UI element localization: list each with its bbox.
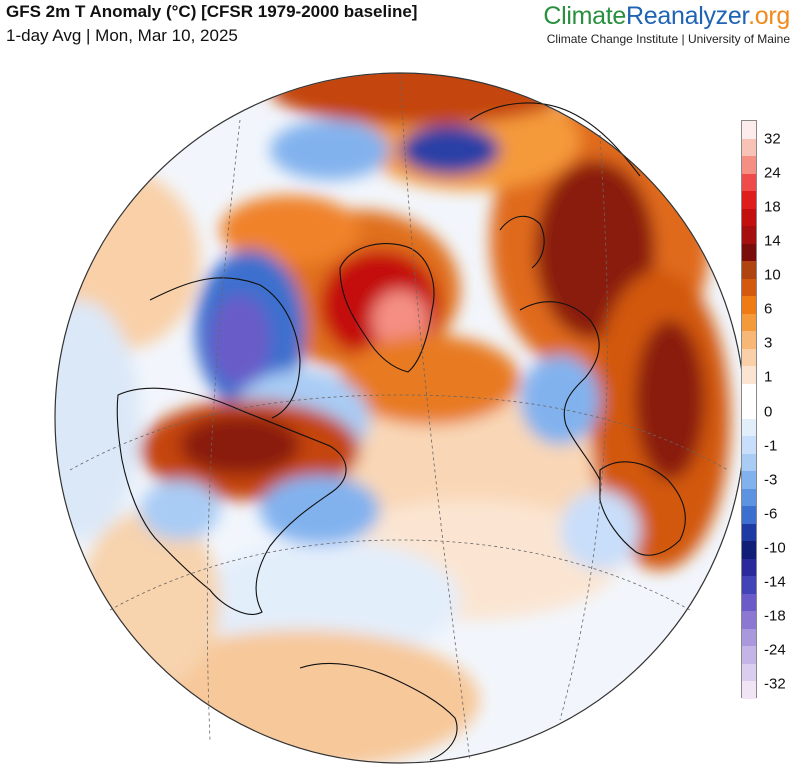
legend-label: -1	[764, 437, 778, 455]
legend-swatch	[742, 663, 756, 682]
legend-swatch	[742, 313, 756, 332]
legend-label: 32	[764, 130, 781, 148]
color-legend	[741, 120, 757, 700]
brand-name-part1: Climate	[543, 2, 627, 30]
legend-label: -10	[764, 539, 786, 557]
legend-swatch	[742, 191, 756, 210]
south-america-outline	[299, 662, 458, 761]
europe-outline	[519, 301, 601, 481]
legend-swatch	[742, 418, 756, 437]
legend-label: 14	[764, 232, 781, 250]
legend-swatch	[742, 593, 756, 612]
legend-swatch	[742, 366, 756, 385]
legend-label: -14	[764, 573, 786, 591]
brand-name-part2: Reanalyzer	[626, 2, 749, 30]
legend-swatch	[742, 471, 756, 490]
legend-swatch	[742, 278, 756, 297]
legend-swatch	[742, 173, 756, 192]
legend-swatch	[742, 296, 756, 315]
legend-swatch	[742, 121, 756, 139]
scandinavia-outline	[499, 215, 545, 269]
canada-arctic-outline	[149, 277, 301, 419]
legend-swatch	[742, 261, 756, 280]
graticule	[69, 74, 729, 761]
legend-swatch	[742, 226, 756, 245]
legend-label: -24	[764, 641, 786, 659]
map-title: GFS 2m T Anomaly (°C) [CFSR 1979-2000 ba…	[6, 2, 418, 21]
legend-label: -32	[764, 675, 786, 693]
legend-swatch	[742, 681, 756, 700]
legend-swatch	[742, 523, 756, 542]
legend-label: -6	[764, 505, 778, 523]
legend-label: -3	[764, 471, 778, 489]
brand-subtitle: Climate Change Institute | University of…	[546, 32, 790, 46]
legend-label: 1	[764, 368, 773, 386]
legend-label: 18	[764, 198, 781, 216]
legend-swatch	[742, 401, 756, 420]
legend-swatch	[742, 383, 756, 402]
legend-label: 3	[764, 334, 773, 352]
north-america-outline	[116, 387, 347, 615]
map-subtitle: 1-day Avg | Mon, Mar 10, 2025	[6, 26, 238, 45]
brand-name-part3: .org	[748, 2, 790, 30]
legend-swatch	[742, 488, 756, 507]
legend-swatch	[742, 558, 756, 577]
legend-label: 24	[764, 164, 781, 182]
africa-outline	[599, 461, 686, 556]
legend-swatch	[742, 208, 756, 227]
legend-swatch	[742, 138, 756, 157]
legend-swatch	[742, 331, 756, 350]
legend-swatch	[742, 453, 756, 472]
legend-swatch	[742, 611, 756, 630]
greenland-outline	[339, 243, 435, 373]
legend-swatch	[742, 576, 756, 595]
legend-label: -18	[764, 607, 786, 625]
globe	[55, 73, 745, 763]
legend-swatch	[742, 156, 756, 175]
legend-swatch	[742, 348, 756, 367]
legend-label: 10	[764, 266, 781, 284]
legend-swatch	[742, 646, 756, 665]
legend-label: 6	[764, 300, 773, 318]
legend-swatch	[742, 243, 756, 262]
legend-swatch	[742, 628, 756, 647]
legend-swatch	[742, 506, 756, 525]
brand-logo[interactable]: ClimateReanalyzer.org	[543, 2, 790, 31]
legend-swatch	[742, 436, 756, 455]
legend-label: 0	[764, 403, 773, 420]
legend-swatch	[742, 541, 756, 560]
